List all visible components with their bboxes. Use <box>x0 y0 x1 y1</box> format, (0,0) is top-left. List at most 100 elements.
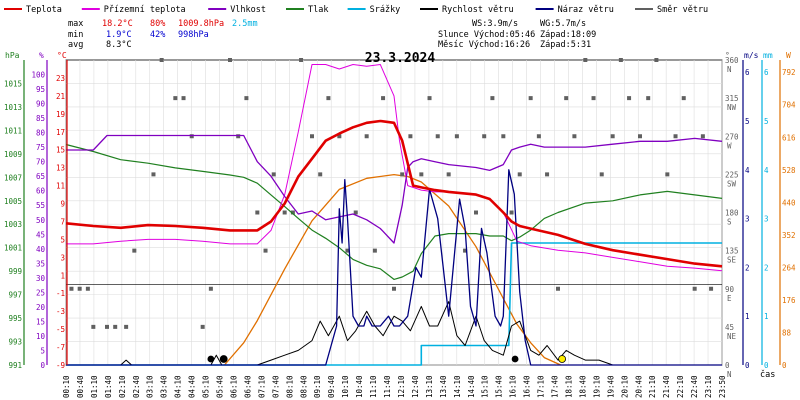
direction-tick: 360 <box>725 56 739 65</box>
wind-direction-point <box>400 172 405 177</box>
direction-tick-label: SW <box>727 179 737 188</box>
stat-wg: WG:5.7m/s <box>540 19 586 29</box>
wind-direction-point <box>654 58 659 62</box>
wind-direction-point <box>113 324 118 329</box>
humidity_pct-tick: 10 <box>36 332 46 341</box>
rain_mm-tick: 2 <box>764 263 769 272</box>
wind-sun-block: WS:3.9m/s WG:5.7m/s Slunce Východ:05:46 … <box>438 19 596 50</box>
wind-direction-point <box>326 96 331 101</box>
temperature_C-tick: 19 <box>56 110 65 119</box>
pressure_hPa-tick: 1005 <box>4 197 22 206</box>
rain_mm-tick: 3 <box>764 215 769 224</box>
wind-direction-point <box>673 134 678 139</box>
direction-tick-label: E <box>727 294 732 303</box>
temperature_C-tick: 13 <box>56 164 65 173</box>
direction-tick: 90 <box>725 285 735 294</box>
temperature_C-tick: -5 <box>56 325 65 334</box>
wind-direction-point <box>572 134 577 139</box>
series-line-vlhkost <box>66 134 723 244</box>
temperature_C-tick: 7 <box>60 217 65 226</box>
x-tick-label: 03:10 <box>146 375 155 398</box>
series-line-p-zemn-teplota <box>66 64 723 272</box>
x-tick-label: 12:40 <box>411 375 420 398</box>
humidity_pct-tick: 85 <box>36 114 45 123</box>
wind_ms-tick: 6 <box>745 68 750 77</box>
stat-avg-label: avg <box>68 40 83 50</box>
pressure_hPa-tick: 1007 <box>4 173 22 182</box>
temperature_C-tick: 1 <box>60 271 65 280</box>
plot-frame <box>65 59 723 366</box>
wind-direction-point <box>427 96 432 101</box>
x-tick-label: 10:10 <box>341 375 350 398</box>
wind-direction-point <box>610 134 615 139</box>
x-tick-label: 05:40 <box>216 375 225 398</box>
direction-tick: 270 <box>725 132 739 141</box>
rain_mm-tick: 0 <box>764 361 769 370</box>
wind-direction-point <box>299 58 304 62</box>
solar_W-tick: 0 <box>782 361 787 370</box>
direction-tick: 0 <box>725 361 730 370</box>
pressure_hPa-tick: 993 <box>8 338 22 347</box>
x-tick-label: 16:40 <box>523 375 532 398</box>
x-tick-label: 23:10 <box>704 375 713 398</box>
x-tick-label: 12:10 <box>397 375 406 398</box>
solar_W-tick: 264 <box>782 263 796 272</box>
temperature_C-tick: 21 <box>56 92 65 101</box>
wind-direction-point <box>228 58 232 62</box>
x-tick-label: 21:40 <box>662 375 671 398</box>
unit-humidity: % <box>39 51 44 60</box>
solar_W-tick: 792 <box>782 68 796 77</box>
wind-direction-point <box>454 134 459 139</box>
moonrise-marker <box>511 355 519 363</box>
humidity_pct-tick: 5 <box>40 346 45 355</box>
wind-direction-point <box>85 286 90 291</box>
stat-moon-set: Západ:5:31 <box>540 40 591 50</box>
wind-direction-point <box>463 248 468 253</box>
x-tick-label: 20:10 <box>620 375 629 398</box>
humidity_pct-tick: 80 <box>36 129 46 138</box>
legend-label: Směr větru <box>657 5 708 15</box>
wind-direction-point <box>244 96 249 101</box>
wind_ms-tick: 1 <box>745 312 750 321</box>
humidity_pct-tick: 90 <box>36 100 46 109</box>
wind-direction-point <box>638 134 642 139</box>
x-tick-label: 19:40 <box>606 375 615 398</box>
wind-direction-point <box>271 172 276 177</box>
wind-direction-point <box>709 286 714 291</box>
wind-direction-point <box>310 134 314 139</box>
humidity_pct-tick: 25 <box>36 288 45 297</box>
wind-direction-point <box>255 210 260 215</box>
x-tick-label: 17:10 <box>537 375 546 398</box>
humidity_pct-tick: 0 <box>40 361 45 370</box>
wind-direction-point <box>564 96 569 101</box>
temperature_C-tick: 23 <box>56 74 65 83</box>
series-line-rychlost-v-tru <box>66 301 722 366</box>
series-line-tlak <box>65 143 723 280</box>
x-tick-label: 04:40 <box>188 375 197 398</box>
unit-rain: mm <box>763 51 773 60</box>
sunrise-marker <box>219 355 228 363</box>
solar_W-tick: 440 <box>782 198 796 207</box>
rain_mm-tick: 1 <box>764 312 769 321</box>
wind-direction-point <box>132 248 137 253</box>
x-tick-label: 11:40 <box>383 375 392 398</box>
x-tick-label: 04:10 <box>174 375 183 398</box>
wind-direction-point <box>627 96 632 101</box>
pressure_hPa-tick: 1003 <box>4 220 22 229</box>
chart-date-title: 23.3.2024 <box>365 51 436 66</box>
humidity_pct-tick: 55 <box>36 201 45 210</box>
x-tick-label: 10:40 <box>355 375 364 398</box>
pressure_hPa-tick: 1001 <box>4 244 22 253</box>
legend-label: Náraz větru <box>558 5 614 15</box>
direction-tick-label: SE <box>727 256 737 265</box>
temperature_C-tick: 5 <box>60 235 65 244</box>
solar_W-tick: 88 <box>782 328 792 337</box>
x-tick-label: 09:10 <box>313 375 322 398</box>
wind-direction-point <box>124 324 129 329</box>
pressure_hPa-tick: 999 <box>8 267 22 276</box>
wind-direction-point <box>536 134 541 139</box>
x-tick-label: 03:40 <box>160 375 169 398</box>
humidity_pct-tick: 30 <box>36 274 46 283</box>
moonset-marker <box>207 355 215 363</box>
legend-label: Tlak <box>308 5 328 15</box>
